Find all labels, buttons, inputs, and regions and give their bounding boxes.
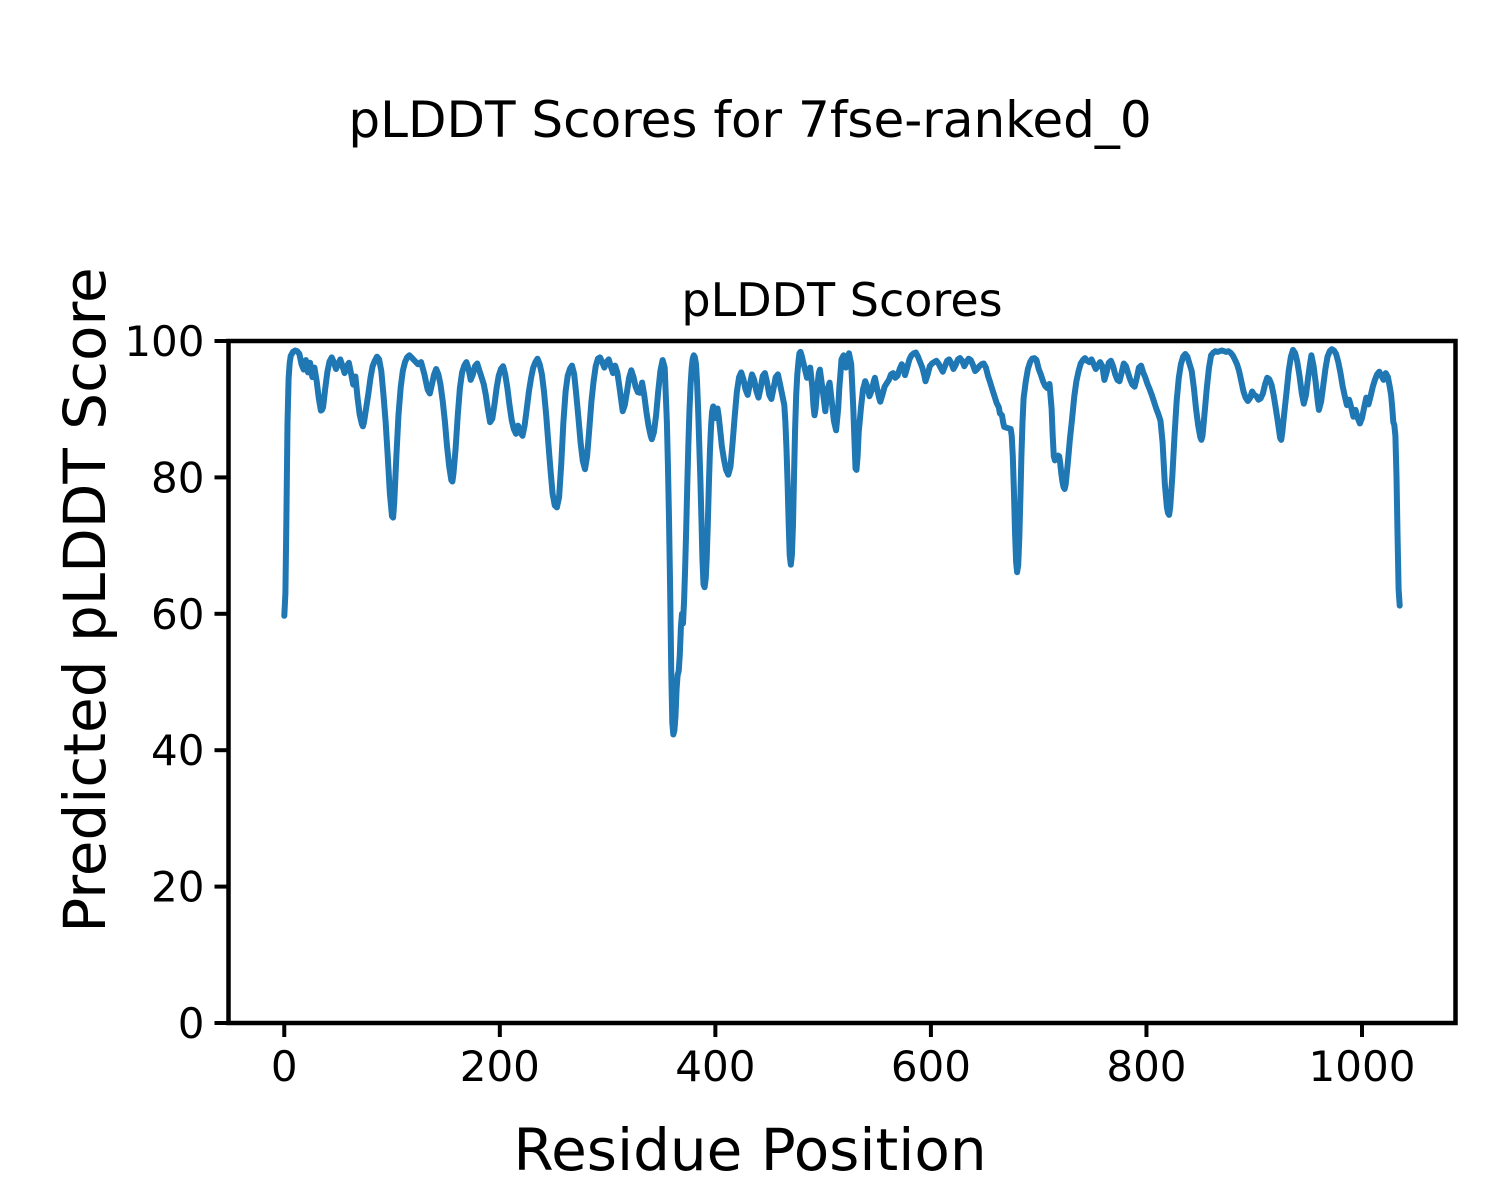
plot-area: 0 200 400 600 800 1000 0 20 40 60 80 100: [124, 317, 1458, 1091]
x-tick-label: 800: [1106, 1042, 1186, 1091]
y-tick-label: 0: [178, 999, 205, 1048]
y-axis-label: Predicted pLDDT Score: [51, 267, 119, 932]
x-tick-label: 0: [271, 1042, 298, 1091]
x-tick-label: 1000: [1309, 1042, 1416, 1091]
y-tick-label: 20: [151, 863, 204, 912]
x-tick-label: 600: [891, 1042, 971, 1091]
axes-title: pLDDT Scores: [681, 273, 1002, 327]
x-tick-label: 400: [675, 1042, 755, 1091]
y-tick-label: 40: [151, 726, 204, 775]
figure-title: pLDDT Scores for 7fse-ranked_0: [348, 91, 1151, 149]
axes-frame: [226, 338, 1458, 1026]
y-tick-label: 80: [151, 453, 204, 502]
y-tick-label: 100: [124, 317, 204, 366]
y-tick-label: 60: [151, 590, 204, 639]
x-tick-label: 200: [460, 1042, 540, 1091]
plddt-series-line: [281, 346, 1403, 738]
x-axis-label: Residue Position: [513, 1116, 986, 1184]
